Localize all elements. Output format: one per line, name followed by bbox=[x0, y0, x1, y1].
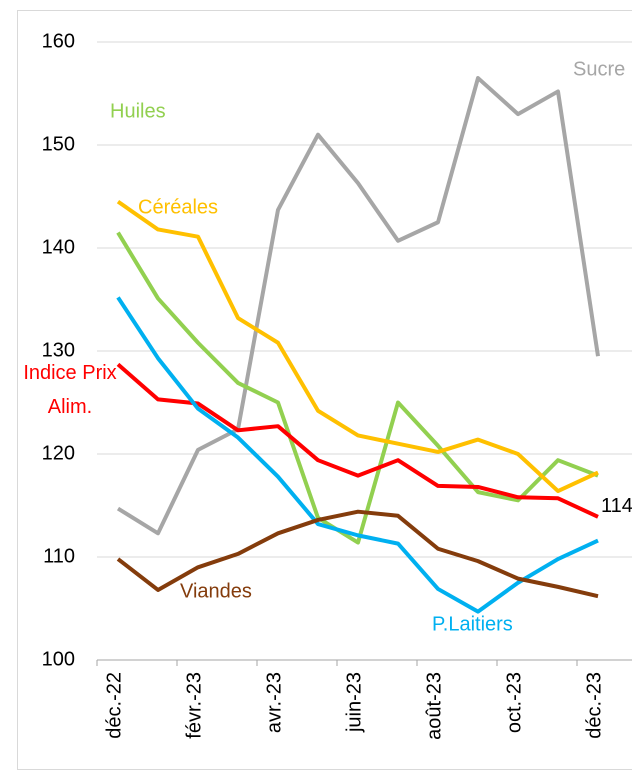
x-tick-label: août-23 bbox=[423, 672, 445, 740]
x-tick-label: avr.-23 bbox=[263, 672, 285, 733]
chart-frame bbox=[17, 10, 632, 770]
x-tick-label: févr.-23 bbox=[183, 672, 205, 739]
series-line bbox=[116, 362, 599, 519]
y-tick-label: 100 bbox=[42, 648, 75, 670]
x-tick-label: oct.-23 bbox=[503, 672, 525, 733]
y-tick-label: 130 bbox=[42, 339, 75, 361]
y-tick-label: 110 bbox=[43, 545, 75, 567]
series-label: P.Laitiers bbox=[432, 613, 513, 635]
x-tick-label: déc.-23 bbox=[583, 672, 605, 739]
x-tick-label: déc.-22 bbox=[103, 672, 125, 739]
y-tick-label: 140 bbox=[42, 236, 75, 258]
x-tick-label: juin-23 bbox=[343, 672, 365, 733]
y-tick-label: 160 bbox=[42, 30, 75, 52]
series-label: Huiles bbox=[110, 100, 166, 122]
series-label: Viandes bbox=[180, 580, 252, 602]
series-label: Indice Prix Alim. bbox=[23, 362, 117, 418]
series-line bbox=[116, 200, 599, 494]
series-label: Sucre bbox=[573, 58, 625, 80]
series-line bbox=[116, 76, 600, 536]
y-tick-label: 150 bbox=[42, 133, 75, 155]
series-label: Céréales bbox=[138, 196, 218, 218]
series-line bbox=[116, 296, 599, 614]
y-tick-label: 120 bbox=[42, 442, 75, 464]
series-line bbox=[116, 231, 599, 545]
series-line bbox=[116, 509, 599, 599]
series-label-box: Indice Prix Alim. bbox=[23, 362, 117, 418]
data-label: 114 bbox=[601, 495, 632, 517]
